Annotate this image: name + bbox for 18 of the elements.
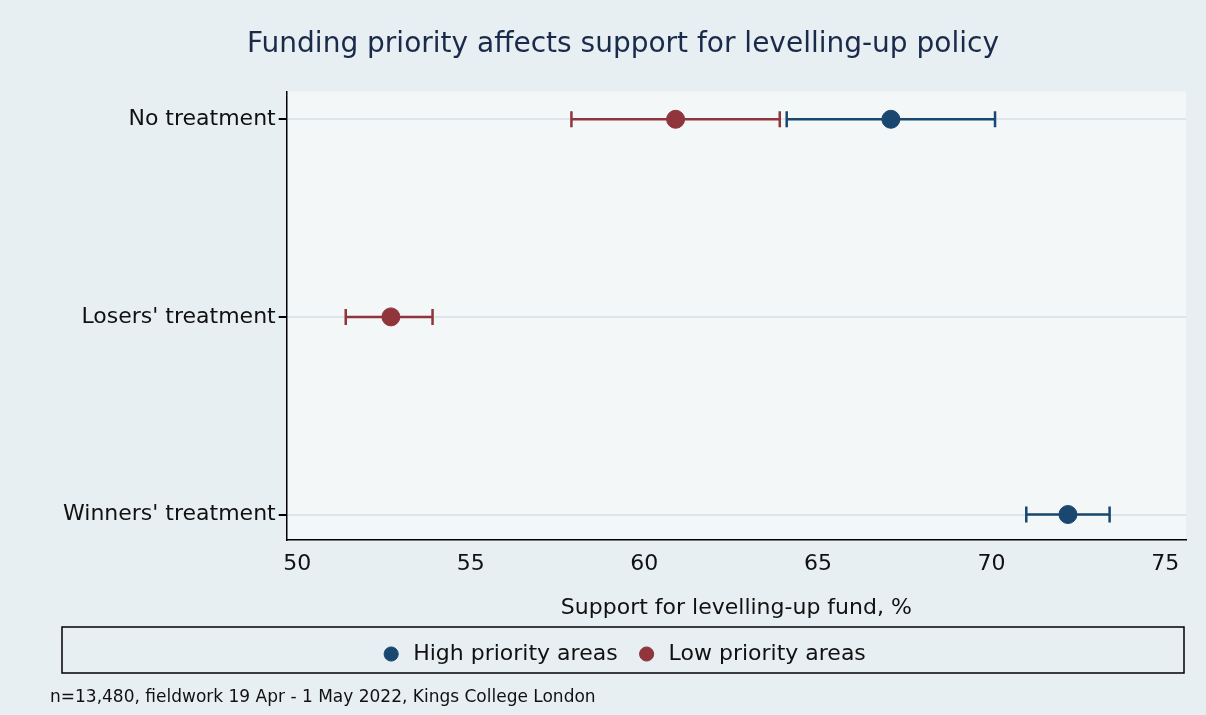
x-tick-label: 50 (283, 550, 312, 576)
x-tick-label: 55 (456, 550, 485, 576)
x-tick-label: 60 (630, 550, 659, 576)
y-tick-label: Losers' treatment (81, 302, 277, 328)
chart-title: Funding priority affects support for levelling-up policy (247, 26, 999, 60)
x-tick-label: 65 (803, 550, 832, 576)
legend-label: High priority areas (413, 639, 618, 665)
x-tick-label: 75 (1151, 550, 1180, 576)
y-tick-label: No treatment (128, 104, 277, 130)
point (666, 109, 686, 129)
x-tick-label: 70 (977, 550, 1006, 576)
point (381, 307, 401, 327)
legend-label: Low priority areas (668, 639, 866, 665)
text: n=13,480, fieldwork 19 Apr - 1 May 2022, Kings College London (50, 686, 596, 706)
x-axis-title: Support for levelling-up fund, % (560, 593, 912, 619)
point (1058, 505, 1078, 525)
point (881, 109, 901, 129)
y-tick-label: Winners' treatment (63, 500, 277, 526)
